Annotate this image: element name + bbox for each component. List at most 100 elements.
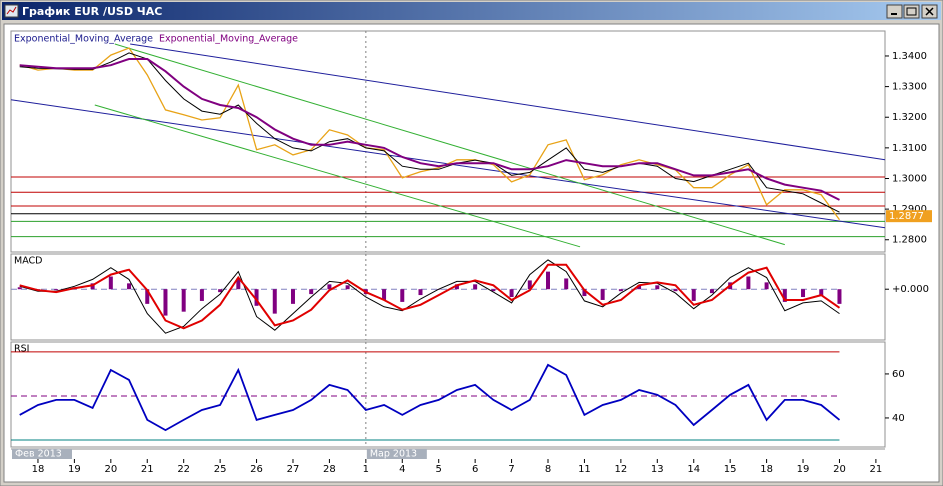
x-tick-label: 27 (287, 464, 300, 475)
histogram-bar (546, 271, 551, 290)
panel (10, 30, 886, 253)
histogram-bar (509, 289, 514, 298)
series-line (19, 58, 840, 201)
x-tick-label: 28 (323, 464, 336, 475)
histogram-bar (418, 289, 423, 296)
x-tick-label: 18 (760, 464, 773, 475)
x-tick-label: 20 (104, 464, 117, 475)
y-tick-label: 1.3000 (892, 173, 927, 184)
x-tick-label: 15 (724, 464, 737, 475)
x-tick-label: 1 (363, 464, 369, 475)
histogram-bar (473, 284, 478, 290)
histogram-bar (218, 289, 223, 293)
histogram-bar (54, 289, 59, 291)
histogram-bar (127, 283, 132, 290)
last-price-label: 1.2877 (889, 211, 924, 222)
trend-line (94, 104, 581, 248)
histogram-bar (618, 289, 623, 292)
y-tick-label: 1.3300 (892, 82, 927, 93)
histogram-bar (382, 289, 387, 300)
y-tick-label: 1.3200 (892, 112, 927, 123)
trend-line (130, 43, 886, 161)
histogram-bar (181, 289, 186, 312)
histogram-bar (199, 289, 204, 301)
histogram-bar (801, 289, 806, 298)
histogram-bar (746, 276, 751, 290)
series-line (19, 263, 841, 330)
series-line (19, 52, 840, 213)
window-title: График EUR /USD ЧАС (22, 5, 162, 18)
panel-title: MACD (14, 256, 42, 267)
x-tick-label: 18 (32, 464, 45, 475)
panel (10, 253, 886, 341)
x-tick-label: 4 (399, 464, 405, 475)
month-tag (366, 449, 427, 459)
y-tick-label: +0.000 (892, 284, 929, 295)
histogram-bar (819, 289, 824, 297)
window-icon-glyph (6, 6, 17, 15)
x-tick-label: 19 (68, 464, 81, 475)
histogram-bar (655, 285, 660, 290)
histogram-bar (108, 276, 113, 290)
histogram-bar (564, 278, 569, 290)
x-tick-label: 19 (797, 464, 810, 475)
month-label: Фев 2013 (15, 449, 62, 460)
x-tick-label: 7 (508, 464, 514, 475)
histogram-bar (600, 289, 605, 300)
x-tick-label: 6 (472, 464, 478, 475)
x-tick-label: 26 (250, 464, 263, 475)
histogram-bar (236, 278, 241, 290)
histogram-bar (290, 289, 295, 304)
x-tick-label: 25 (214, 464, 227, 475)
histogram-bar (163, 289, 168, 316)
histogram-bar (782, 289, 787, 302)
histogram-bar (837, 289, 842, 304)
legend-entry: Exponential_Moving_Average (159, 34, 298, 45)
title-bar (2, 2, 941, 20)
close-button[interactable] (921, 4, 938, 19)
minimize-button[interactable] (886, 4, 903, 19)
histogram-bar (673, 289, 678, 292)
y-tick-label: 40 (892, 413, 905, 424)
legend-entry: Exponential_Moving_Average (14, 34, 153, 45)
histogram-bar (764, 282, 769, 290)
x-tick-label: 5 (436, 464, 442, 475)
histogram-bar (709, 289, 714, 294)
month-label: Мар 2013 (370, 449, 417, 460)
maximize-button[interactable] (903, 4, 920, 19)
series-line (19, 363, 841, 432)
histogram-bar (345, 285, 350, 290)
histogram-bar (400, 289, 405, 302)
x-tick-label: 12 (615, 464, 628, 475)
histogram-bar (327, 284, 332, 290)
trend-line (114, 43, 785, 246)
histogram-bar (637, 285, 642, 290)
histogram-bar (582, 289, 587, 297)
x-tick-label: 21 (870, 464, 883, 475)
panel-title: RSI (14, 344, 29, 355)
y-tick-label: 60 (892, 369, 905, 380)
y-tick-label: 1.2800 (892, 235, 927, 246)
month-tag (12, 449, 72, 459)
last-price-tag (886, 210, 932, 223)
x-tick-label: 11 (578, 464, 591, 475)
histogram-bar (527, 280, 532, 290)
histogram-bar (17, 287, 22, 290)
histogram-bar (272, 289, 277, 314)
y-tick-label: 1.3100 (892, 143, 927, 154)
histogram-bar (491, 289, 496, 292)
histogram-bar (454, 284, 459, 290)
x-tick-label: 14 (687, 464, 700, 475)
y-tick-label: 1.2900 (892, 204, 927, 215)
histogram-bar (691, 289, 696, 301)
x-tick-label: 13 (651, 464, 664, 475)
y-tick-label: 1.3400 (892, 51, 927, 62)
histogram-bar (309, 289, 314, 295)
x-tick-label: 21 (141, 464, 154, 475)
x-tick-label: 22 (177, 464, 190, 475)
x-tick-label: 20 (833, 464, 846, 475)
x-tick-label: 8 (545, 464, 551, 475)
histogram-bar (254, 289, 259, 306)
histogram-bar (145, 289, 150, 304)
